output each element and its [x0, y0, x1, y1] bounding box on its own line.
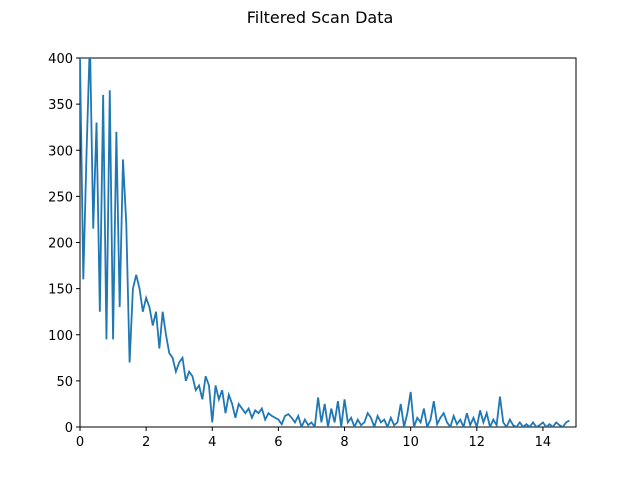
x-tick-label: 4 — [208, 435, 216, 450]
chart-title: Filtered Scan Data — [247, 8, 394, 27]
x-tick-label: 10 — [402, 435, 419, 450]
y-tick-label: 350 — [48, 98, 73, 113]
y-tick-label: 250 — [48, 190, 73, 205]
y-tick-label: 150 — [48, 283, 73, 298]
plot-frame — [79, 57, 577, 428]
x-tick-label: 8 — [340, 435, 348, 450]
y-tick-label: 400 — [48, 52, 73, 67]
x-tick-label: 6 — [274, 435, 282, 450]
data-line — [80, 58, 570, 427]
y-tick-label: 200 — [48, 237, 73, 252]
x-tick-label: 0 — [76, 435, 84, 450]
y-tick-label: 100 — [48, 329, 73, 344]
x-tick-label: 2 — [142, 435, 150, 450]
y-tick-label: 0 — [65, 421, 73, 436]
x-tick-label: 14 — [535, 435, 552, 450]
x-tick-label: 12 — [469, 435, 486, 450]
y-tick-label: 300 — [48, 144, 73, 159]
y-tick-label: 50 — [56, 375, 73, 390]
